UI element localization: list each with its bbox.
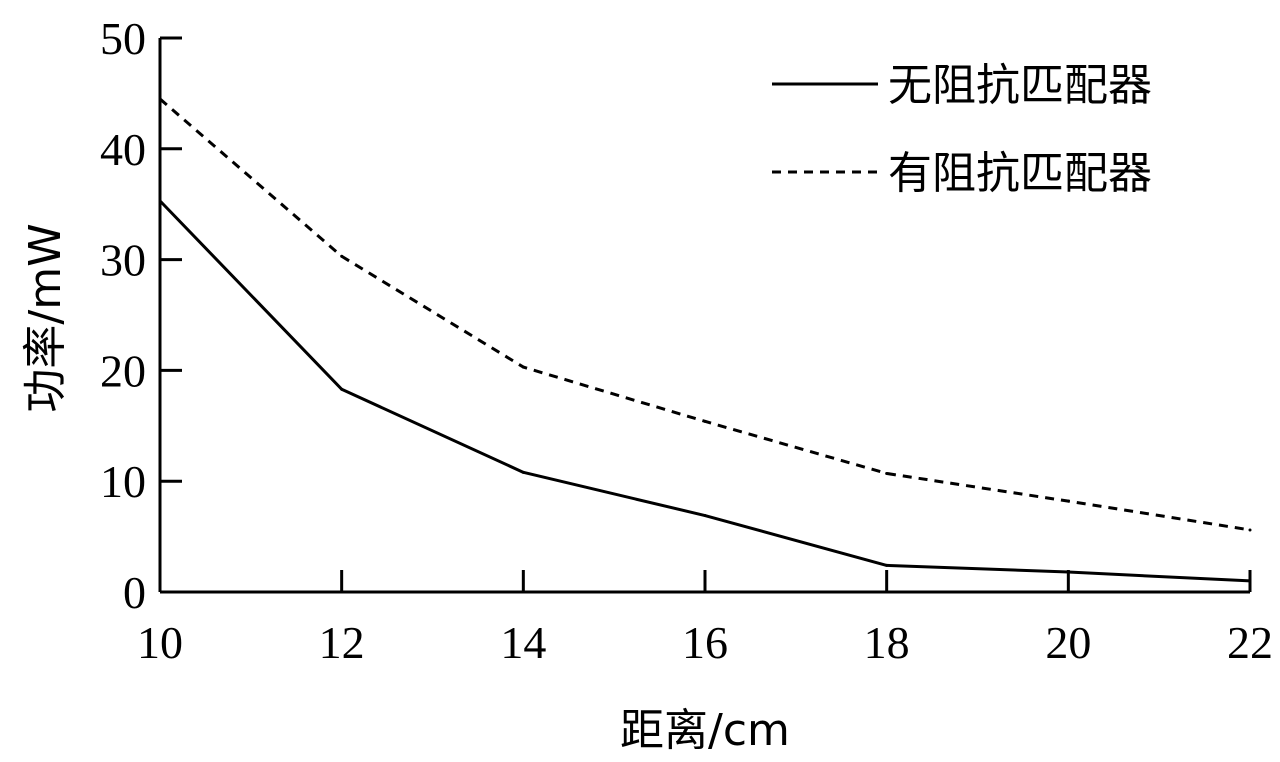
x-tick-label: 18	[864, 617, 910, 668]
x-tick-label: 12	[319, 617, 365, 668]
legend-label-1: 无阻抗匹配器	[888, 60, 1152, 111]
series-2-point	[1248, 528, 1252, 532]
x-tick-label: 16	[682, 617, 728, 668]
series-layer	[158, 97, 1252, 583]
y-tick-label: 40	[100, 124, 146, 175]
series-1-point	[158, 199, 162, 203]
y-tick-label: 30	[100, 235, 146, 286]
series-2-point	[703, 419, 707, 423]
series-1-point	[703, 514, 707, 518]
x-tick-label: 22	[1227, 617, 1273, 668]
y-tick-label: 10	[100, 456, 146, 507]
series-1-point	[1066, 570, 1070, 574]
y-axis-title: 功率/mW	[20, 223, 71, 412]
series-1-point	[1248, 579, 1252, 583]
y-tick-label: 20	[100, 345, 146, 396]
x-tick-label: 20	[1045, 617, 1091, 668]
series-2-point	[885, 471, 889, 475]
series-1-point	[340, 387, 344, 391]
series-2-point	[158, 97, 162, 101]
legend-label-2: 有阻抗匹配器	[888, 148, 1152, 199]
series-2-point	[521, 365, 525, 369]
x-tick-label: 14	[500, 617, 546, 668]
y-axis-ticks: 0 10 20 30 40 50	[100, 13, 182, 618]
x-axis-title: 距离/cm	[620, 705, 790, 756]
x-axis-ticks: 10 12 14 16 18 20 22	[137, 570, 1273, 668]
series-2-point	[1066, 499, 1070, 503]
y-tick-label: 50	[100, 13, 146, 64]
y-tick-label: 0	[123, 567, 146, 618]
series-2-point	[340, 254, 344, 258]
series-1-point	[885, 563, 889, 567]
series-line-1	[158, 199, 1251, 583]
series-1-point	[521, 470, 525, 474]
x-tick-label: 10	[137, 617, 183, 668]
